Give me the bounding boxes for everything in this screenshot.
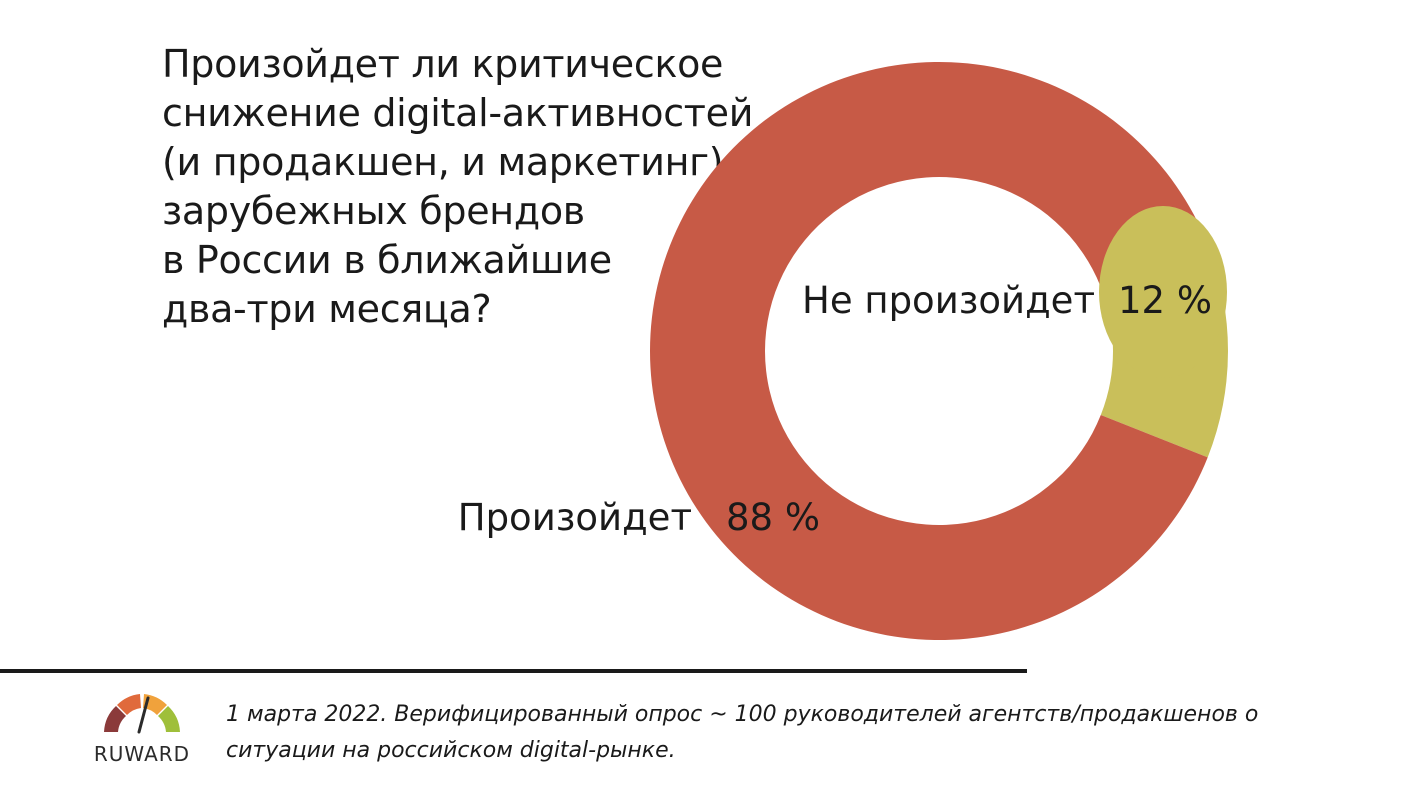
gauge-needle xyxy=(137,696,150,734)
gauge-icon xyxy=(104,694,180,734)
ruward-logo: RUWARD xyxy=(82,692,202,772)
gauge-segment-1 xyxy=(104,706,126,732)
footnote-line: 1 марта 2022. Верифицированный опрос ~ 1… xyxy=(226,702,1259,727)
chart-title-line: зарубежных брендов xyxy=(162,189,585,233)
slice-label-will-happen: Произойдет xyxy=(458,496,692,539)
chart-title-line: (и продакшен, и маркетинг) xyxy=(162,140,724,184)
gauge-segment-4 xyxy=(158,706,180,732)
chart-title: Произойдет ли критическое снижение digit… xyxy=(162,40,754,334)
chart-title-line: два-три месяца? xyxy=(162,287,492,331)
footnote: 1 марта 2022. Верифицированный опрос ~ 1… xyxy=(226,697,1406,769)
slice-value-will-happen: 88 % xyxy=(726,496,820,539)
chart-title-line: в России в ближайшие xyxy=(162,238,612,282)
chart-title-line: Произойдет ли критическое xyxy=(162,42,724,86)
divider-line xyxy=(0,669,1027,673)
slice-label-will-not-happen: Не произойдет xyxy=(802,279,1095,322)
logo-text: RUWARD xyxy=(93,742,191,766)
chart-title-line: снижение digital-активностей xyxy=(162,91,754,135)
gauge-segment-2 xyxy=(117,694,141,715)
slice-highlight-will-not-happen xyxy=(1099,206,1227,378)
slice-value-will-not-happen: 12 % xyxy=(1118,279,1212,322)
footnote-line: ситуации на российском digital-рынке. xyxy=(226,738,676,763)
donut-slice-will-happen xyxy=(650,61,1208,640)
